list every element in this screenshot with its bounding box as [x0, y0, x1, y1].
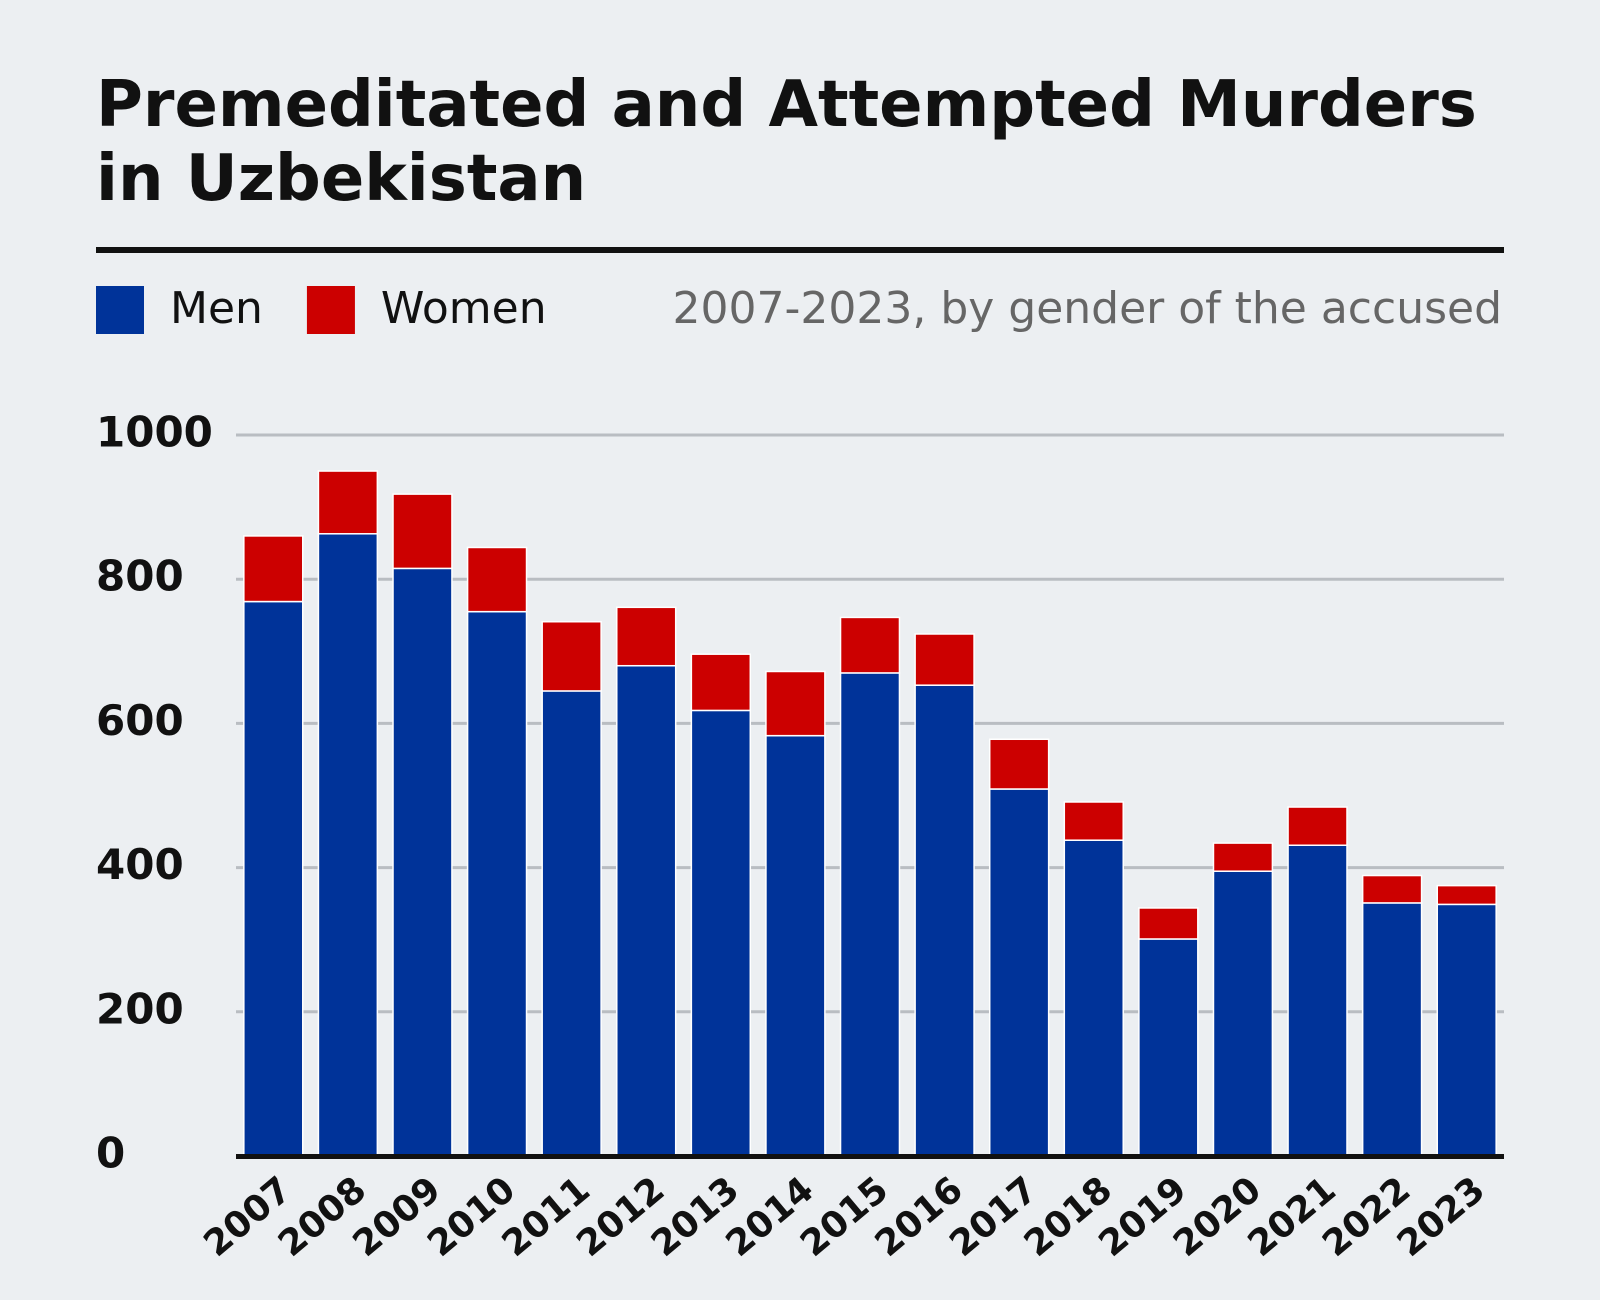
bar-segment: [1212, 870, 1274, 1157]
bar-segment: [1361, 902, 1423, 1157]
y-tick-label: 800: [96, 552, 184, 601]
x-axis-line: [236, 1154, 1504, 1159]
legend: Men Women: [96, 283, 547, 334]
x-tick-label: 2023: [1390, 1169, 1493, 1265]
bar-segment: [466, 610, 528, 1157]
bar-segment: [1287, 844, 1348, 1157]
title-rule: [96, 247, 1504, 253]
chart-title: Premeditated and Attempted Murders in Uzb…: [96, 68, 1477, 216]
bar-segment: [839, 616, 901, 674]
y-tick-label: 200: [96, 984, 184, 1033]
legend-label: Women: [381, 283, 547, 334]
legend-swatch: [96, 286, 144, 334]
bar-segment: [914, 633, 975, 686]
y-tick-label: 400: [96, 840, 184, 889]
legend-swatch: [306, 286, 355, 334]
bar-segment: [1361, 874, 1423, 904]
bar-segment: [988, 788, 1050, 1157]
bar-segment: [914, 684, 975, 1157]
bar-segment: [1436, 903, 1497, 1157]
y-tick-label: 600: [96, 696, 184, 745]
bar-segment: [1063, 839, 1124, 1157]
bar-segment: [466, 546, 528, 613]
bar-segment: [1212, 842, 1274, 872]
legend-label: Men: [170, 283, 263, 334]
bar-segment: [690, 709, 752, 1157]
y-tick-label: 0: [96, 1129, 125, 1178]
bar-segment: [988, 738, 1050, 790]
bar-segment: [1138, 938, 1199, 1157]
bar-segment: [1063, 801, 1124, 841]
bar-segment: [765, 670, 826, 737]
bar-segment: [839, 672, 901, 1157]
bar-segment: [765, 734, 826, 1157]
bar-segment: [541, 620, 602, 692]
bar-segment: [1287, 806, 1348, 846]
bar-segment: [690, 653, 752, 712]
bar-segment: [616, 606, 677, 667]
chart-subtitle: 2007-2023, by gender of the accused: [673, 283, 1502, 334]
bar-segment: [243, 600, 304, 1157]
bar-segment: [243, 535, 304, 603]
bar-segment: [392, 567, 453, 1157]
bar-segment: [392, 493, 453, 570]
bar-segment: [1138, 907, 1199, 940]
bar-segment: [317, 533, 379, 1157]
bar-segment: [616, 664, 677, 1157]
bar-segment: [317, 470, 379, 535]
y-tick-label: 1000: [96, 408, 213, 457]
bar-segment: [1436, 884, 1497, 906]
bar-segment: [541, 690, 602, 1157]
